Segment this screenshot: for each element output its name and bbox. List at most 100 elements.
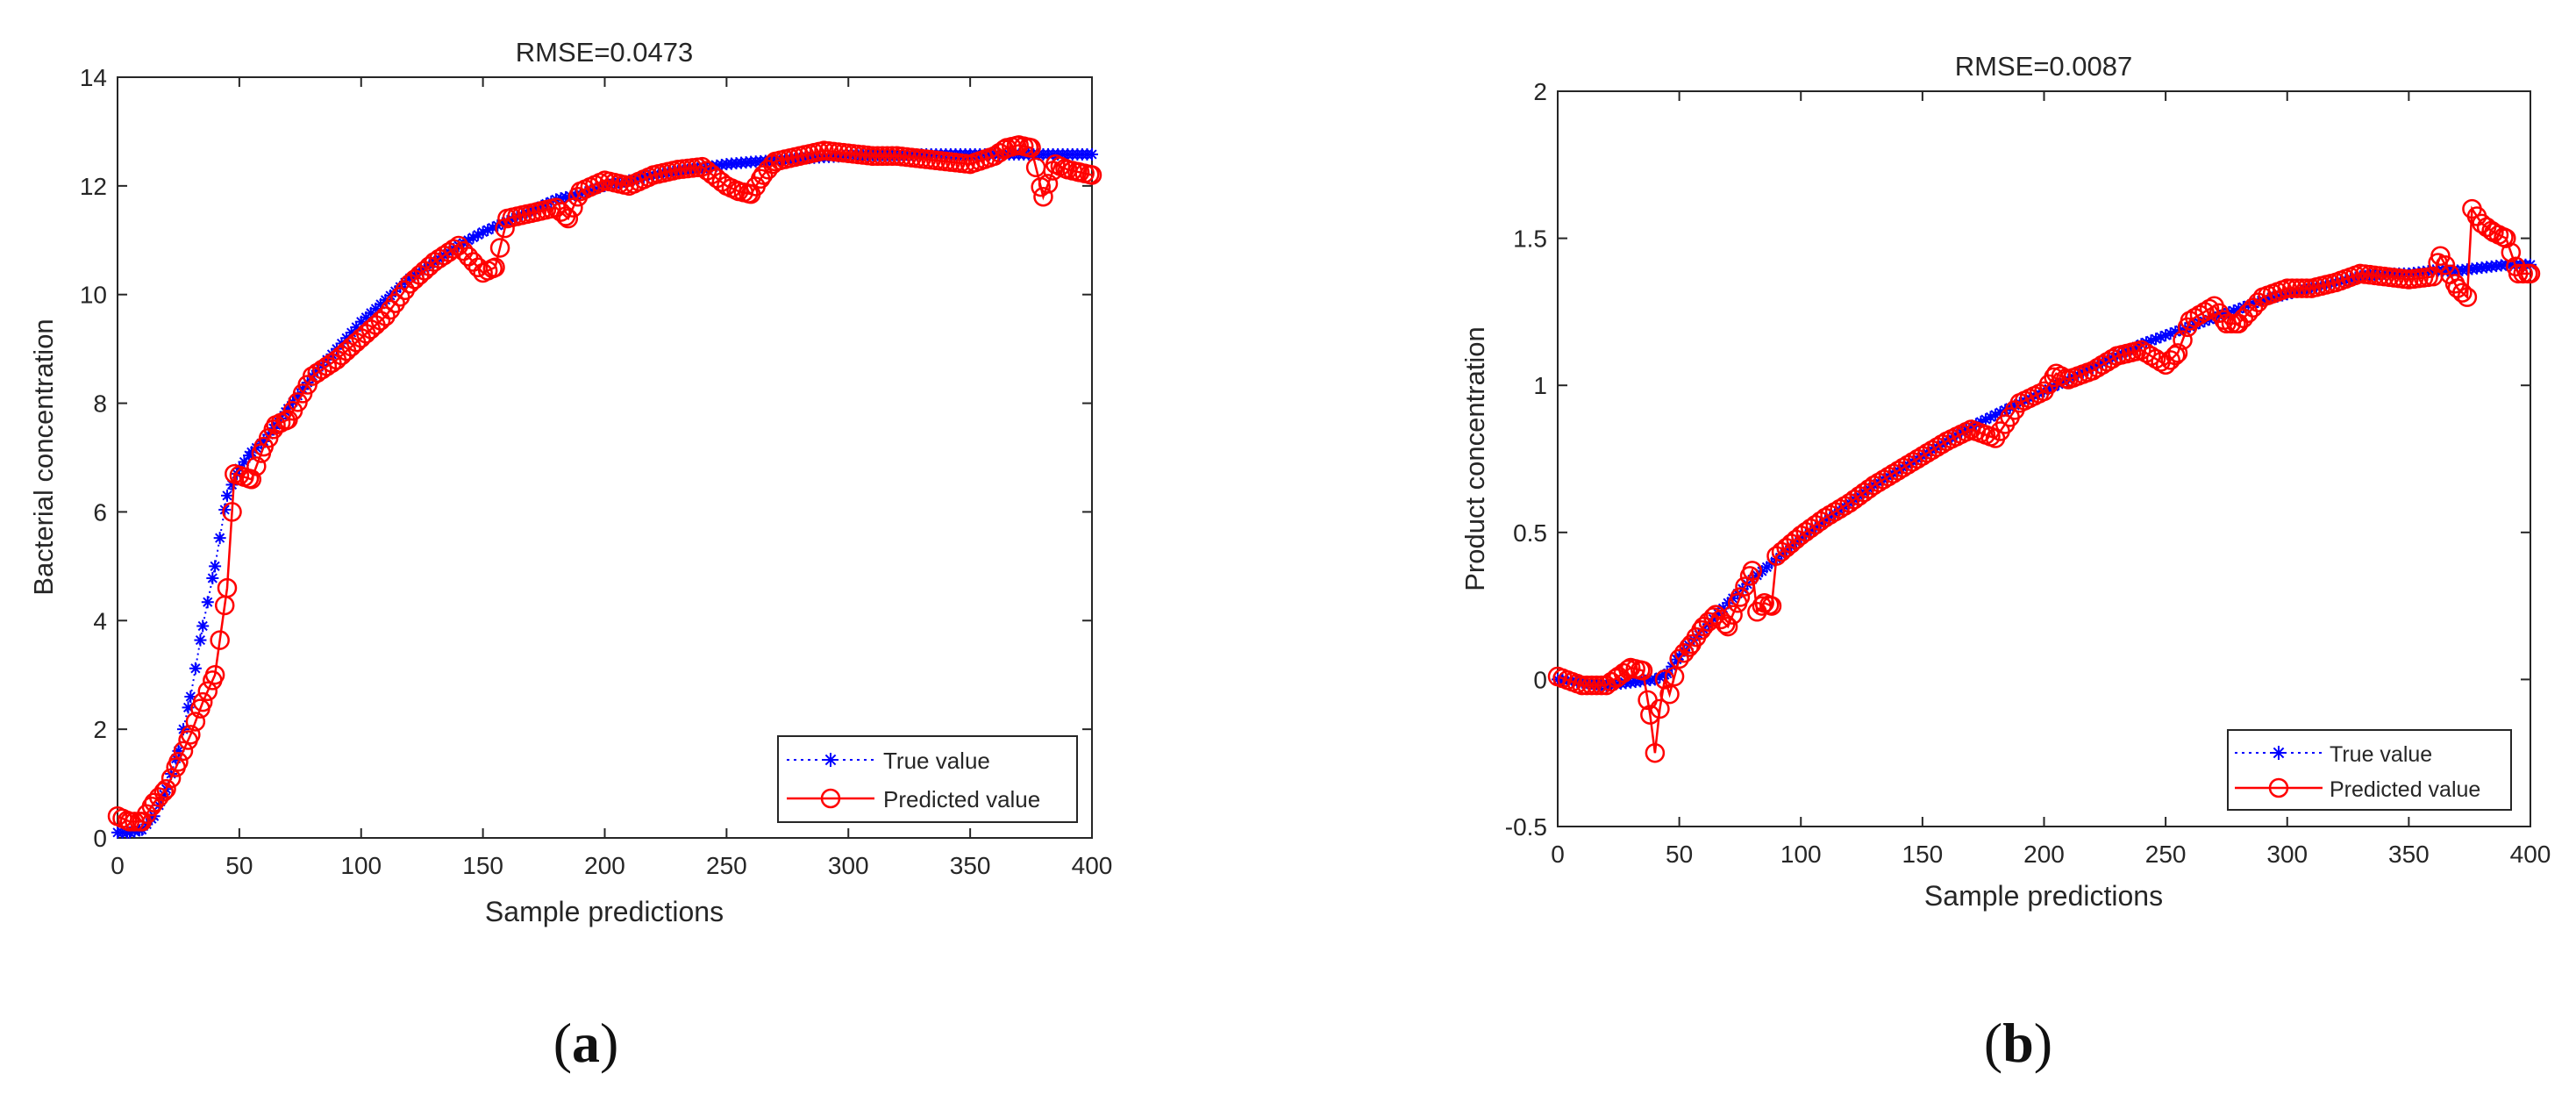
chart-b-predicted-value-point [1854, 482, 1874, 503]
chart-b-predicted-value-point [1864, 475, 1884, 496]
chart-a-ytick-label: 12 [80, 173, 107, 200]
chart-b-predicted-value-point [1650, 698, 1670, 719]
chart-a-xtick-label: 300 [828, 852, 869, 879]
chart-a-predicted-value-point [246, 456, 267, 476]
panel-a-caption-close: ) [600, 1012, 618, 1074]
chart-a-predicted-value-point [181, 725, 201, 745]
chart-a-predicted-value-series [107, 135, 1102, 832]
chart-a-predicted-value-point [375, 306, 396, 326]
chart-b-legend-pred-label: Predicted value [2330, 777, 2480, 802]
chart-b-xlabel: Sample predictions [1924, 880, 2163, 912]
chart-a-xtick-label: 0 [111, 852, 125, 879]
chart-b-predicted-value-point [1902, 452, 1923, 472]
chart-a-ytick-label: 0 [93, 825, 107, 852]
chart-b-predicted-value-point [1742, 561, 1763, 581]
chart-b-legend-true-label: True value [2330, 742, 2432, 767]
panel-b-caption-close: ) [2034, 1012, 2052, 1074]
chart-b-predicted-value-point [2296, 278, 2317, 298]
chart-b-predicted-value-point [2513, 263, 2533, 284]
chart-b-predicted-value-point [2185, 307, 2205, 328]
chart-a-legend-pred-marker [820, 788, 841, 809]
chart-a-predicted-value-point [210, 630, 230, 650]
chart-b-predicted-value-point [1654, 669, 1675, 690]
chart-a-true-value-point [196, 619, 210, 633]
chart-b-predicted-value-point [2189, 304, 2210, 326]
chart-a-predicted-value-point [463, 252, 483, 272]
chart-a-predicted-value-point [448, 235, 469, 256]
chart-b-ytick-label: 1.5 [1513, 225, 1547, 253]
chart-a-predicted-value-point [395, 280, 415, 301]
chart-a-ytick-label: 8 [93, 390, 107, 418]
chart-b-predicted-value-point [2173, 330, 2193, 350]
chart-b-predicted-value-point [1664, 666, 1685, 687]
chart-b-predicted-value-point [1659, 683, 1680, 705]
chart-b-predicted-value-point [2221, 313, 2242, 334]
chart-a-predicted-value-point [458, 247, 479, 267]
chart-b-predicted-value-point [2141, 346, 2161, 366]
chart-b-predicted-value-point [1883, 463, 1903, 484]
chart-b-predicted-value-point [2520, 263, 2541, 284]
chart-b-plot-area [1557, 90, 2531, 827]
chart-b-predicted-value-point [2160, 350, 2180, 370]
chart-a-xtick-label: 350 [950, 852, 991, 879]
chart-a-xlabel: Sample predictions [485, 896, 724, 927]
chart-b-xtick-label: 300 [2266, 841, 2308, 868]
chart-b-predicted-value-point [1801, 518, 1821, 539]
chart-a-predicted-value-point [173, 741, 194, 762]
chart-b-xtick-label: 250 [2145, 841, 2187, 868]
chart-b-predicted-value-point [1640, 705, 1660, 725]
panel-a-caption-letter: a [572, 1012, 600, 1074]
chart-a-predicted-value-point [563, 197, 583, 218]
panel-a-caption-open: ( [553, 1012, 572, 1074]
chart-a-xtick-label: 250 [706, 852, 747, 879]
chart-a-xtick-label: 200 [584, 852, 625, 879]
chart-b-xtick-label: 0 [1551, 841, 1565, 868]
chart-b-predicted-value-point [1669, 648, 1689, 669]
chart-a-predicted-value-point [389, 286, 410, 307]
chart-a-predicted-value-point [197, 681, 218, 702]
chart-a-true-value-point [194, 633, 207, 647]
chart-a-predicted-value-point [872, 146, 893, 167]
chart-b-predicted-value-point [1618, 659, 1638, 680]
chart-a-predicted-value-point [185, 712, 206, 732]
chart-b-ytick-label: 1 [1533, 372, 1547, 399]
chart-a-predicted-value-point [317, 356, 338, 376]
chart-b-predicted-value-point [2282, 278, 2302, 298]
chart-b-predicted-value-point [1717, 616, 1738, 637]
chart-b-predicted-value-point [2287, 278, 2308, 298]
chart-b-predicted-value-point [2131, 340, 2151, 361]
chart-a-predicted-value-point [862, 146, 883, 167]
chart-a-true-value-point [189, 662, 202, 675]
chart-a-predicted-value-point [144, 792, 164, 812]
chart-a-predicted-value-point [192, 691, 213, 712]
chart-b-predicted-value-point [1810, 511, 1830, 532]
chart-a-predicted-value-point [241, 469, 262, 490]
chart-b-predicted-value-point [2167, 343, 2188, 363]
chart-a-xtick-label: 150 [462, 852, 503, 879]
chart-b-legend-pred-marker [2268, 777, 2289, 798]
chart-a-predicted-value-point [877, 146, 897, 167]
chart-b-predicted-value-point [1577, 675, 1597, 696]
chart-b-predicted-value-point [1834, 496, 1855, 516]
chart-b-predicted-value-point [2145, 348, 2166, 369]
chart-b-predicted-value-point [1632, 661, 1653, 681]
chart-b-predicted-value-point [1791, 525, 1811, 546]
chart-a-predicted-value-point [1038, 174, 1059, 194]
chart-panel-a: RMSE=0.0473 0 50 100 150 200 250 300 350 400 0 2 4 6… [28, 37, 1112, 927]
chart-b-predicted-value-point [1572, 675, 1592, 696]
chart-b-xtick-label: 350 [2388, 841, 2430, 868]
chart-a-xtick-label: 50 [225, 852, 253, 879]
chart-b-xtick-label: 50 [1666, 841, 1693, 868]
chart-b-predicted-value-point [1878, 466, 1899, 487]
chart-a-predicted-value-point [867, 146, 888, 167]
chart-a-predicted-value-point [222, 502, 242, 522]
chart-a-predicted-value-point [711, 172, 732, 192]
chart-panel-b: RMSE=0.0087 0 50 100 150 200 250 300 350 400 -0.5… [1459, 51, 2551, 912]
chart-b-predicted-value-point [1710, 609, 1731, 630]
chart-a-predicted-value-point [1033, 186, 1053, 207]
chart-b-predicted-value-point [2248, 292, 2268, 312]
chart-a-predicted-value-point [429, 248, 449, 269]
chart-a-ytick-label: 2 [93, 716, 107, 743]
panel-b-caption: (b) [1984, 1012, 2052, 1074]
